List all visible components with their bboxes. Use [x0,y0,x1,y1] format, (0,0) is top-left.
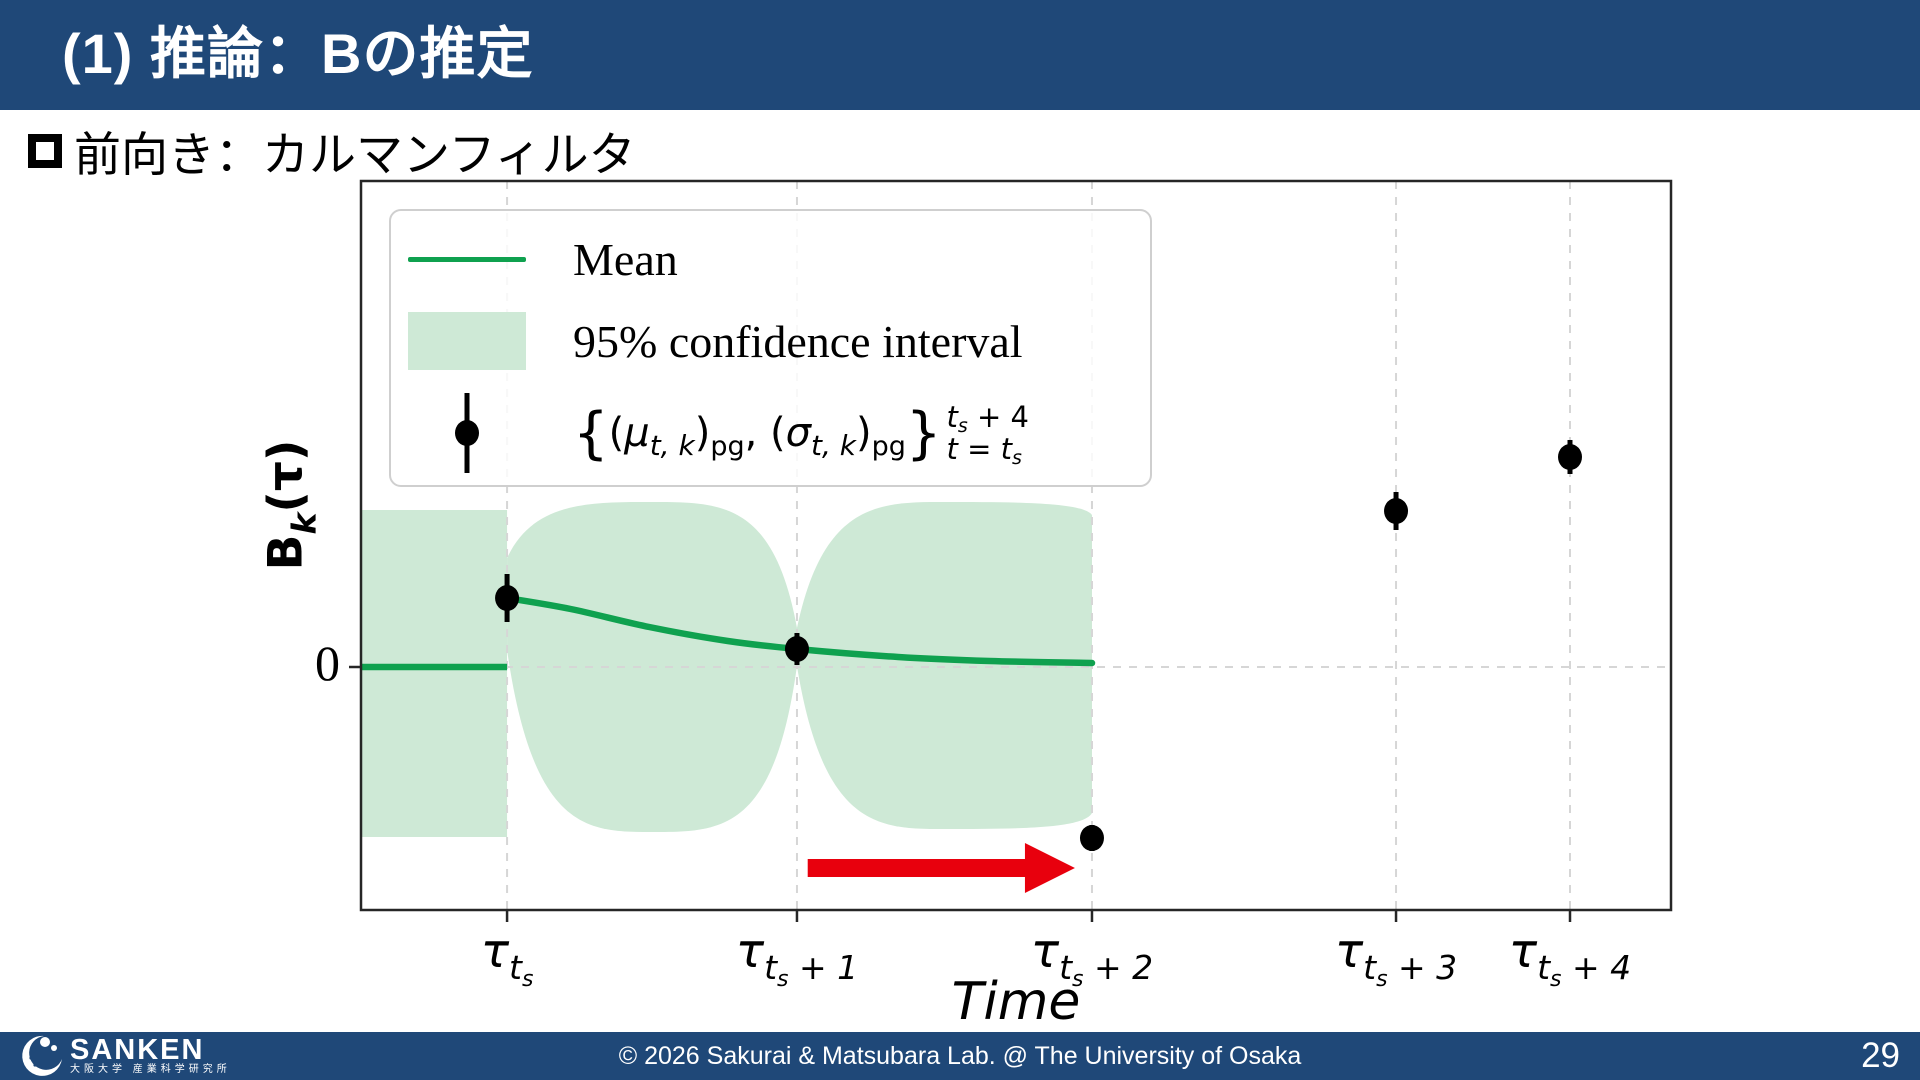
legend-row-mean: Mean [391,229,1150,289]
x-tick-label: τts + 2 [1030,924,1154,992]
subtitle-text: 前向き：カルマンフィルタ [74,128,636,181]
legend-row-ci: 95% confidence interval [391,305,1150,377]
page-number: 29 [1861,1036,1900,1075]
legend-label-ci: 95% confidence interval [573,315,1023,367]
formula-paren: ) [856,410,872,456]
x-tick-label: τts [480,924,534,992]
formula-sub-tk: t, k [811,428,856,462]
formula-lower-limit: t = ts [946,432,1029,469]
errorbar-marker-swatch [407,387,527,479]
formula-mu: μ [624,410,650,456]
x-tick-label: τts + 3 [1334,924,1458,992]
square-bullet-icon [28,133,62,168]
formula-close-brace: } [905,400,942,466]
formula-t-eq: t = t [946,432,1013,466]
legend-label-mean: Mean [573,233,678,285]
sanken-crescent-icon [22,1035,62,1076]
y-axis-label-subscript: k [284,512,324,535]
formula-pg: pg [871,430,906,462]
slide-title-bar: (1) 推論：Bの推定 [0,0,1920,110]
formula-comma: , ( [744,410,786,456]
formula-pg: pg [710,430,745,462]
formula-open-brace: { [573,400,609,466]
green-line-icon [408,256,526,262]
formula-paren: ( [608,410,625,456]
formula-paren: ) [694,410,711,456]
logo-text-column: SANKEN 大阪大学 産業科学研究所 [70,1036,231,1076]
y-axis-label-paren: (τ) [258,439,314,513]
ci-fill-swatch [407,312,527,370]
chart-legend: Mean 95% confidence interval {(μ t, k) pg,… [389,209,1152,487]
formula-t: t [946,399,958,434]
y-axis-label: Bk(τ) [258,439,323,571]
errorbar-icon [455,393,479,473]
y-axis-label-base: B [258,534,314,571]
formula-sigma: σ [785,410,811,456]
formula-s: s [957,414,968,437]
slide-footer-bar: SANKEN 大阪大学 産業科学研究所 © 2026 Sakurai & Mat… [0,1032,1920,1080]
green-fill-icon [408,312,526,370]
formula-sub-tk: t, k [649,428,695,462]
logo-subtext: 大阪大学 産業科学研究所 [70,1064,231,1075]
x-tick-label: τts + 4 [1508,924,1632,992]
x-tick-label: τts + 1 [735,924,859,992]
page-title: (1) 推論：Bの推定 [62,22,534,85]
mean-line-swatch [407,256,527,262]
formula-s: s [1012,447,1022,469]
formula-upper-limit: ts + 4 [946,399,1029,436]
formula-plus4: + 4 [967,399,1029,434]
copyright-text: © 2026 Sakurai & Matsubara Lab. @ The Un… [618,1042,1302,1070]
subtitle-row: 前向き：カルマンフィルタ [28,116,636,185]
y-tick-label-zero: 0 [315,635,340,691]
sanken-logo: SANKEN 大阪大学 産業科学研究所 [18,1033,231,1079]
logo-name: SANKEN [70,1034,205,1066]
x-axis-label: Time [951,972,1081,1032]
